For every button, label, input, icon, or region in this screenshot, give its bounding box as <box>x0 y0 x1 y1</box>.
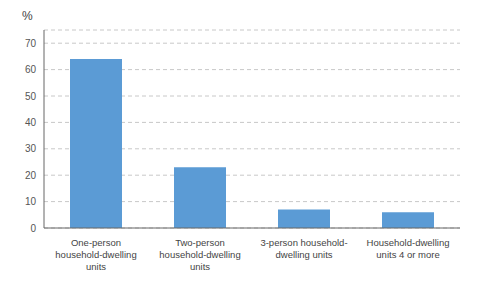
svg-text:Two-personhousehold-dwellingun: Two-personhousehold-dwellingunits <box>159 237 240 272</box>
svg-text:70: 70 <box>25 38 37 49</box>
svg-text:50: 50 <box>25 91 37 102</box>
svg-text:40: 40 <box>25 117 37 128</box>
svg-text:0: 0 <box>30 223 36 234</box>
svg-text:30: 30 <box>25 143 37 154</box>
svg-text:Household-dwellingunits 4 or m: Household-dwellingunits 4 or more <box>367 237 450 260</box>
svg-text:One-personhousehold-dwellingun: One-personhousehold-dwellingunits <box>55 237 136 272</box>
svg-text:3-person household-dwelling un: 3-person household-dwelling units <box>260 237 347 260</box>
svg-text:10: 10 <box>25 196 37 207</box>
svg-text:60: 60 <box>25 64 37 75</box>
svg-text:20: 20 <box>25 170 37 181</box>
